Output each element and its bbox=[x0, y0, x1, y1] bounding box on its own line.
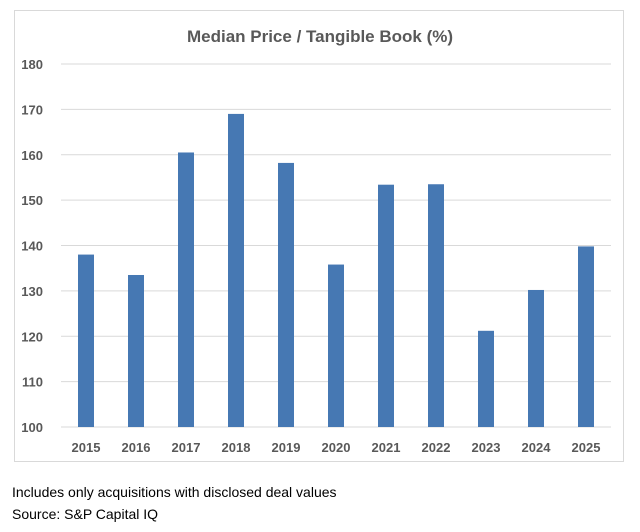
y-axis-tick-labels: 100 110 120 130 140 150 160 170 180 bbox=[21, 57, 43, 435]
bar-2017 bbox=[178, 152, 194, 427]
y-tick-label: 170 bbox=[21, 102, 43, 117]
y-tick-label: 160 bbox=[21, 148, 43, 163]
x-tick-label-2019: 2019 bbox=[272, 440, 301, 455]
y-tick-label: 140 bbox=[21, 239, 43, 254]
bar-2018 bbox=[228, 113, 244, 427]
y-tick-label: 150 bbox=[21, 193, 43, 208]
footnote-source: Source: S&P Capital IQ bbox=[12, 506, 159, 522]
x-tick-label-2021: 2021 bbox=[372, 440, 401, 455]
bar-2019 bbox=[278, 162, 294, 428]
bar-2024 bbox=[528, 289, 544, 427]
bar-2023 bbox=[478, 330, 494, 427]
chart-area: Median Price / Tangible Book (%) 100 110 1… bbox=[14, 10, 624, 462]
x-tick-label-2018: 2018 bbox=[222, 440, 251, 455]
y-tick-label: 130 bbox=[21, 284, 43, 299]
x-axis-tick-labels: 2015 2016 2017 2018 2019 2020 2021 2022 2023 2024… bbox=[72, 440, 601, 455]
x-tick-label-2023: 2023 bbox=[472, 440, 501, 455]
chart-title: Median Price / Tangible Book (%) bbox=[186, 27, 454, 46]
x-tick-label-2025: 2025 bbox=[572, 440, 601, 455]
y-tick-label: 120 bbox=[21, 329, 43, 344]
x-tick-label-2015: 2015 bbox=[72, 440, 101, 455]
x-tick-label-2017: 2017 bbox=[172, 440, 201, 455]
y-tick-label: 110 bbox=[22, 375, 43, 390]
x-tick-label-2024: 2024 bbox=[522, 440, 552, 455]
x-tick-label-2020: 2020 bbox=[322, 440, 351, 455]
bar-2021 bbox=[378, 184, 394, 427]
y-tick-label: 100 bbox=[21, 420, 43, 435]
bar-2016 bbox=[128, 274, 144, 427]
bar-2015 bbox=[78, 254, 94, 427]
bar-chart: 100 110 120 130 140 150 160 170 180 2015 2016 2017… bbox=[21, 57, 611, 455]
y-tick-label: 180 bbox=[21, 57, 43, 72]
bar-2022 bbox=[428, 184, 444, 427]
bars bbox=[78, 113, 594, 428]
bar-2025 bbox=[578, 246, 594, 427]
bar-2020 bbox=[328, 264, 344, 427]
footnote-disclosed-deals: Includes only acquisitions with disclose… bbox=[12, 484, 337, 500]
x-tick-label-2022: 2022 bbox=[422, 440, 451, 455]
x-tick-label-2016: 2016 bbox=[122, 440, 151, 455]
